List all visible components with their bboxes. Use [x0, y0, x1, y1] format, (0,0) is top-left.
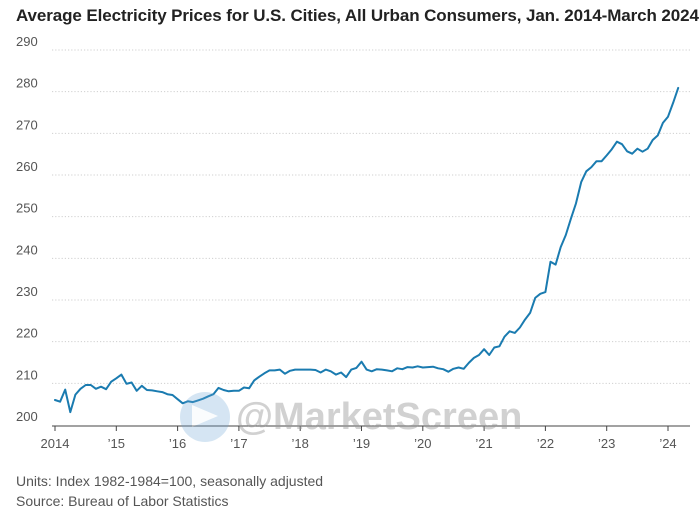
x-axis: 2014 ’15 ’16 ’17 ’18 ’19 ’20 ’21 ’22 ’23 ’24: [41, 425, 690, 451]
y-tick-label-200: 200: [16, 409, 38, 424]
x-tick-label-2019-01: ’19: [353, 436, 370, 451]
x-tick-label-2023-01: ’23: [598, 436, 615, 451]
watermark-text: @MarketScreen: [236, 396, 523, 438]
y-tick-label-280: 280: [16, 76, 38, 91]
y-tick-label-250: 250: [16, 201, 38, 216]
y-tick-label-260: 260: [16, 159, 38, 174]
y-tick-label-290: 290: [16, 34, 38, 49]
x-tick-label-2018-01: ’18: [292, 436, 309, 451]
source-note: Source: Bureau of Labor Statistics: [16, 493, 229, 509]
y-tick-label-230: 230: [16, 284, 38, 299]
x-tick-label-2016-01: ’16: [169, 436, 186, 451]
y-tick-label-210: 210: [16, 367, 38, 382]
x-tick-label-2020-01: ’20: [414, 436, 431, 451]
y-axis-ticks: 200 210 220 230 240 250 260 270 280 290: [16, 34, 38, 424]
x-tick-label-2014-01: 2014: [41, 436, 70, 451]
y-tick-label-240: 240: [16, 242, 38, 257]
series: [54, 86, 680, 414]
y-tick-label-270: 270: [16, 117, 38, 132]
chart-title: Average Electricity Prices for U.S. Citi…: [16, 6, 699, 25]
x-tick-label-2017-01: ’17: [230, 436, 247, 451]
y-tick-label-220: 220: [16, 326, 38, 341]
x-tick-label-2024-01: ’24: [659, 436, 676, 451]
gridlines: [52, 49, 690, 384]
x-tick-label-2022-01: ’22: [537, 436, 554, 451]
units-note: Units: Index 1982-1984=100, seasonally a…: [16, 473, 324, 489]
x-tick-label-2015-01: ’15: [108, 436, 125, 451]
watermark: @MarketScreen: [180, 392, 550, 442]
x-tick-label-2021-01: ’21: [475, 436, 492, 451]
electricity-price-line: [54, 86, 680, 414]
telegram-icon: [180, 392, 230, 442]
